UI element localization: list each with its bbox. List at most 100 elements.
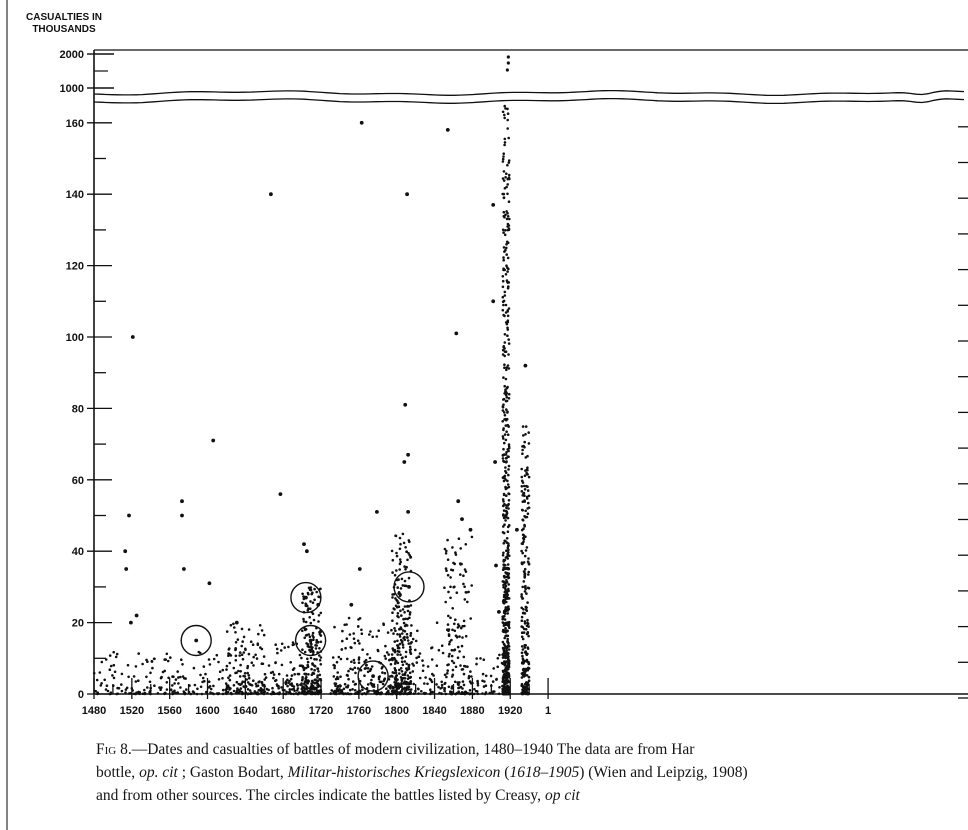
cluster-3-point-218: [301, 665, 305, 668]
cluster-1-point-36: [262, 633, 266, 637]
cluster-6-point-36: [398, 562, 402, 566]
cluster-10-point-85: [505, 504, 508, 507]
cluster-6-point-286: [409, 556, 412, 559]
cluster-4-point-81: [359, 668, 363, 672]
cluster-6-point-196: [399, 542, 402, 546]
cluster-8-point-71: [449, 576, 452, 579]
cluster-10-point-549: [504, 438, 508, 442]
cluster-5-point-4: [371, 635, 375, 639]
cluster-3-point-183: [316, 683, 319, 687]
cluster-10-point-96: [506, 107, 509, 111]
cluster-4-point-0: [353, 666, 357, 670]
cluster-6-point-241: [407, 576, 411, 580]
cluster-1-point-72: [240, 627, 244, 631]
cluster-0-point-95: [158, 686, 161, 689]
cluster-10-point-479: [503, 250, 506, 253]
cluster-10-point-394: [506, 118, 510, 122]
cluster-6-point-62: [397, 682, 400, 685]
cluster-11-point-175: [523, 682, 527, 686]
cluster-8-point-115: [464, 665, 467, 668]
cluster-10-point-188: [501, 457, 505, 460]
cluster-10-point-219: [502, 376, 505, 379]
cluster-1-point-48: [257, 632, 260, 636]
cluster-10-point-517: [503, 347, 506, 350]
cluster-10-point-544: [505, 679, 509, 682]
cluster-4-point-56: [354, 671, 357, 675]
cluster-10-point-287: [505, 494, 508, 498]
cluster-0-point-72: [99, 684, 103, 687]
cluster-3-point-3: [304, 620, 308, 624]
cluster-11-point-239: [527, 562, 531, 565]
cluster-10-point-580: [505, 506, 508, 510]
cluster-10-point-482: [506, 286, 510, 290]
cluster-4-point-26: [343, 623, 347, 627]
cluster-4-point-85: [340, 689, 344, 692]
cluster-6-point-121: [392, 671, 396, 675]
cluster-4-point-31: [353, 641, 357, 645]
cluster-10-point-595: [503, 586, 507, 590]
cluster-8-point-146: [465, 692, 468, 695]
cluster-3-point-221: [313, 598, 316, 602]
cluster-6-point-144: [406, 604, 410, 608]
cluster-10-point-446: [501, 640, 505, 644]
cluster-11-point-163: [520, 615, 524, 619]
cluster-0-point-73: [112, 650, 115, 654]
cluster-1-point-56: [258, 624, 262, 627]
cluster-5-point-37: [368, 656, 372, 660]
notable-point-9: [207, 581, 212, 586]
cluster-5-point-71: [374, 691, 377, 694]
cluster-6-point-145: [396, 612, 400, 615]
cluster-0-point-99: [185, 688, 188, 691]
cluster-8-point-110: [451, 546, 454, 549]
cluster-6-point-200: [396, 661, 400, 665]
cluster-1-point-45: [249, 640, 253, 643]
cluster-0-point-124: [143, 688, 146, 692]
cluster-6-point-204: [403, 635, 406, 639]
cluster-1-point-70: [247, 652, 251, 656]
cluster-10-point-7: [502, 179, 506, 182]
x-tick-label-1760: 1760: [347, 705, 371, 717]
cluster-0-point-79: [179, 675, 182, 679]
notable-point-5: [129, 620, 133, 625]
cluster-3-point-80: [303, 680, 307, 684]
cluster-10-point-39: [501, 409, 505, 412]
cluster-4-point-8: [356, 639, 360, 642]
cluster-1-point-126: [234, 671, 237, 675]
cluster-10-point-534: [502, 542, 506, 545]
cluster-11-point-10: [524, 433, 527, 436]
cluster-11-point-188: [521, 425, 525, 428]
cluster-10-point-20: [503, 233, 507, 237]
cluster-6-point-34: [402, 621, 406, 625]
cluster-5-point-40: [380, 680, 383, 684]
cluster-6-point-124: [407, 685, 411, 689]
creasy-battle-circle-1: [290, 581, 322, 614]
cluster-10-point-413: [507, 507, 510, 510]
cluster-11-point-36: [527, 586, 531, 590]
cluster-10-point-70: [501, 279, 505, 283]
cluster-10-point-194: [507, 353, 510, 356]
cluster-0-point-101: [125, 686, 129, 690]
cluster-4-point-91: [351, 688, 354, 691]
cluster-0-point-164: [132, 692, 136, 696]
cluster-3-point-224: [304, 634, 308, 637]
cluster-10-point-190: [506, 314, 510, 318]
cluster-1-point-95: [247, 674, 251, 677]
cluster-3-point-117: [314, 644, 317, 647]
cluster-6-point-288: [404, 671, 407, 674]
cluster-1-point-4: [247, 676, 251, 680]
cluster-11-point-194: [526, 466, 529, 470]
cluster-1-point-97: [254, 682, 258, 686]
cluster-0-point-27: [221, 668, 225, 672]
cluster-1-point-111: [249, 692, 252, 695]
cluster-8-point-151: [455, 635, 459, 639]
cluster-4-point-1: [349, 667, 352, 671]
cluster-10-point-334: [502, 231, 505, 234]
cluster-10-point-390: [501, 300, 505, 304]
cluster-3-point-123: [310, 592, 314, 596]
cluster-10-point-378: [506, 256, 510, 260]
cluster-2-point-69: [271, 690, 275, 694]
cluster-10-point-405: [504, 478, 507, 481]
cluster-1-point-51: [239, 670, 242, 673]
cluster-6-point-189: [407, 642, 411, 645]
cluster-0-point-80: [161, 670, 165, 674]
